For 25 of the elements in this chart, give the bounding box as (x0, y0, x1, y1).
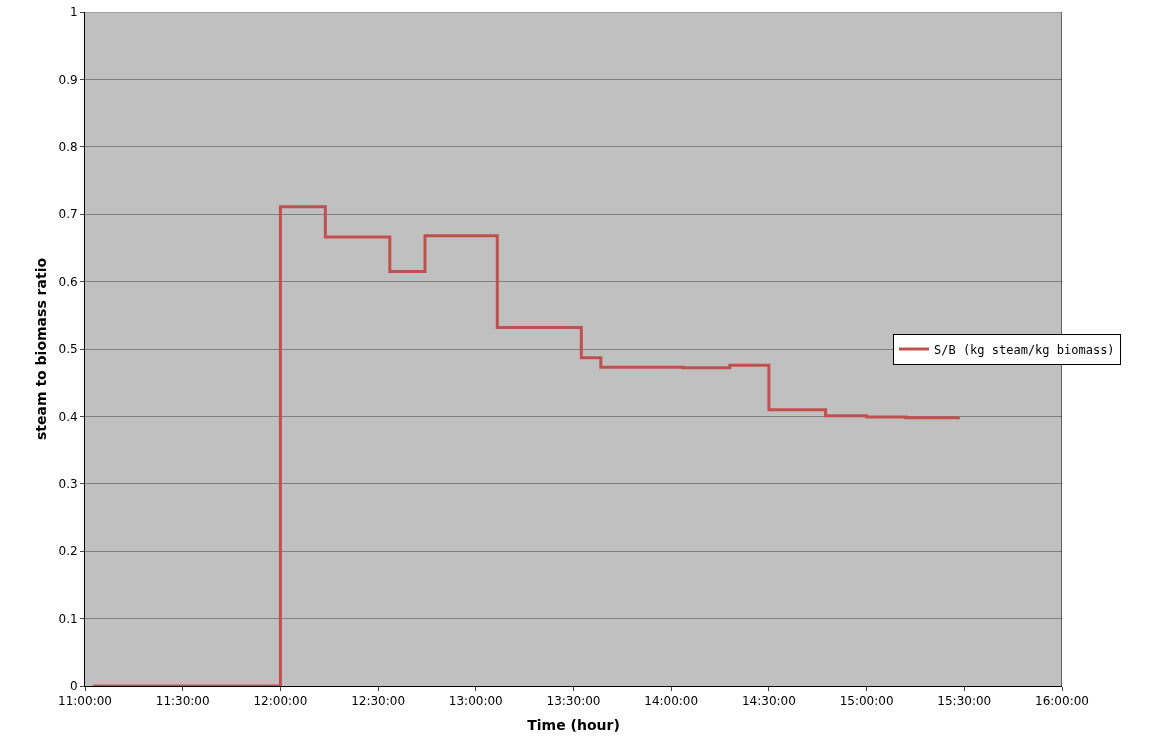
x-tick-label: 11:00:00 (58, 694, 112, 709)
y-tick-label: 0.6 (58, 274, 78, 289)
y-tick-label: 0.5 (58, 342, 78, 357)
y-tick-label: 0.2 (58, 544, 78, 559)
y-tick-label: 0.7 (58, 207, 78, 222)
x-tick-label: 16:00:00 (1035, 694, 1089, 709)
x-axis-title: Time (hour) (527, 716, 620, 733)
x-tick-label: 15:30:00 (937, 694, 992, 709)
x-tick-label: 13:00:00 (448, 694, 503, 709)
y-tick-label: 0.4 (58, 409, 78, 424)
legend-label: S/B (kg steam/kg biomass) (933, 342, 1115, 357)
y-tick-label: 0.8 (58, 140, 78, 154)
x-tick-label: 15:00:00 (839, 694, 894, 709)
x-tick-label: 12:00:00 (253, 694, 308, 709)
x-tick-label: 14:30:00 (741, 694, 796, 709)
y-tick-label: 0 (69, 679, 78, 694)
y-tick-label: 0.9 (58, 72, 78, 87)
x-tick-label: 14:00:00 (644, 694, 699, 709)
x-tick-label: 13:30:00 (546, 694, 601, 709)
y-tick-label: 0.3 (58, 477, 78, 491)
y-tick-label: 0.1 (58, 611, 78, 626)
y-axis-title: steam to biomass ratio (33, 257, 50, 441)
x-tick-label: 11:30:00 (155, 694, 210, 709)
y-tick-label: 1 (69, 5, 78, 20)
x-tick-label: 12:30:00 (351, 694, 406, 709)
